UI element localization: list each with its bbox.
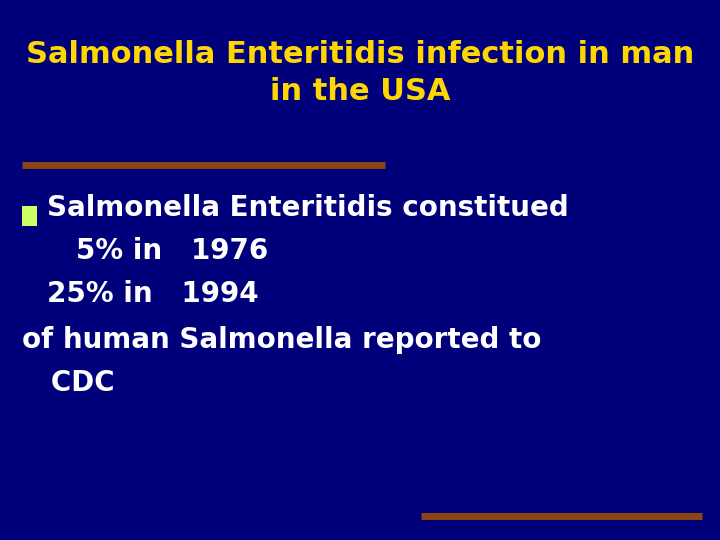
Text: 25% in   1994: 25% in 1994 <box>47 280 258 308</box>
Text: of human Salmonella reported to: of human Salmonella reported to <box>22 326 541 354</box>
Text: Salmonella Enteritidis constitued: Salmonella Enteritidis constitued <box>47 194 569 222</box>
Text: Salmonella Enteritidis infection in man
in the USA: Salmonella Enteritidis infection in man … <box>26 40 694 106</box>
Text: CDC: CDC <box>22 369 114 397</box>
Bar <box>22 206 37 226</box>
Text: 5% in   1976: 5% in 1976 <box>47 237 268 265</box>
